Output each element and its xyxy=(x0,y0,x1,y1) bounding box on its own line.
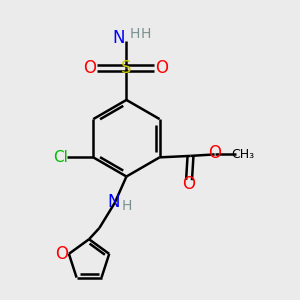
Text: Cl: Cl xyxy=(53,150,68,165)
Text: O: O xyxy=(55,245,68,263)
Text: CH₃: CH₃ xyxy=(231,148,254,161)
Text: O: O xyxy=(182,175,196,193)
Text: N: N xyxy=(107,193,119,211)
Text: S: S xyxy=(121,58,132,76)
Text: H: H xyxy=(122,199,132,213)
Text: O: O xyxy=(83,58,96,76)
Text: O: O xyxy=(208,144,221,162)
Text: O: O xyxy=(156,58,169,76)
Text: N: N xyxy=(113,29,125,47)
Text: H: H xyxy=(130,27,140,41)
Text: H: H xyxy=(140,27,151,41)
